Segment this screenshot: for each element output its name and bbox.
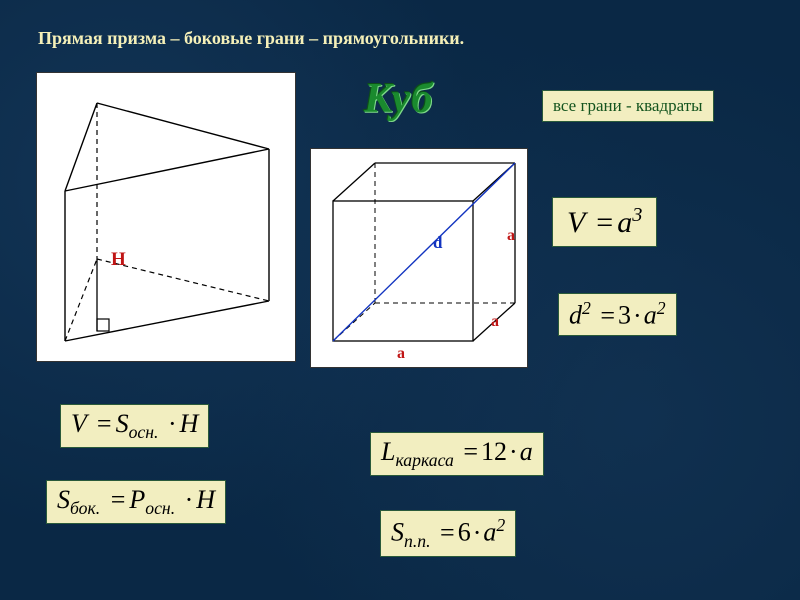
cube-label-a-depth: a xyxy=(491,313,499,331)
formula-frame: Lкаркаса =12·a xyxy=(370,432,544,476)
cube-label-d: d xyxy=(433,233,442,253)
prism-svg xyxy=(37,73,297,363)
prism-diagram: H xyxy=(36,72,296,362)
formula-diagonal: d2 =3·a2 xyxy=(558,293,677,336)
cube-diagram: d a a a xyxy=(310,148,528,368)
formula-lateral: Sбок. =Pосн. ·H xyxy=(46,480,226,524)
formula-surface: Sп.п. =6·a2 xyxy=(380,510,516,557)
page-title: Прямая призма – боковые грани – прямоуго… xyxy=(38,28,464,49)
cube-svg xyxy=(311,149,529,369)
squares-note: все грани - квадраты xyxy=(542,90,714,122)
formula-volume-prism: V =Sосн. ·H xyxy=(60,404,209,448)
cube-heading: Куб xyxy=(364,75,433,123)
prism-label-h: H xyxy=(111,249,126,271)
formula-volume-cube: V =a3 xyxy=(552,197,657,247)
cube-label-a-right: a xyxy=(507,227,515,245)
cube-label-a-bottom: a xyxy=(397,345,405,363)
